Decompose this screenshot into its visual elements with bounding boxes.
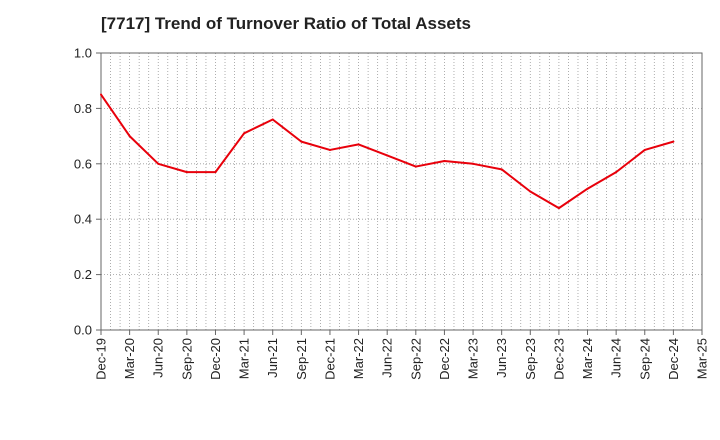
x-tick-label: Jun-24 xyxy=(609,338,624,378)
x-tick-label: Sep-23 xyxy=(523,338,538,380)
data-point xyxy=(157,162,160,165)
data-point xyxy=(386,154,389,157)
data-point xyxy=(243,132,246,135)
data-point xyxy=(529,190,532,193)
data-point xyxy=(500,168,503,171)
data-point xyxy=(214,171,217,174)
data-point xyxy=(357,143,360,146)
y-tick-label: 1.0 xyxy=(74,46,92,61)
data-point xyxy=(185,171,188,174)
data-point xyxy=(271,118,274,121)
x-tick-label: Dec-20 xyxy=(208,338,223,380)
x-tick-label: Mar-20 xyxy=(122,338,137,379)
x-tick-label: Sep-24 xyxy=(637,338,652,380)
x-tick-label: Mar-25 xyxy=(695,338,710,379)
data-point xyxy=(615,171,618,174)
series-layer xyxy=(100,93,675,210)
x-tick-label: Dec-23 xyxy=(551,338,566,380)
y-tick-label: 0.6 xyxy=(74,156,92,171)
y-tick-label: 0.8 xyxy=(74,101,92,116)
x-tick-label: Sep-20 xyxy=(179,338,194,380)
y-tick-label: 0.0 xyxy=(74,323,92,338)
x-tick-label: Dec-22 xyxy=(437,338,452,380)
x-tick-label: Mar-22 xyxy=(351,338,366,379)
data-point xyxy=(300,140,303,143)
data-point xyxy=(414,165,417,168)
y-tick-label: 0.4 xyxy=(74,212,92,227)
data-point xyxy=(328,148,331,151)
x-tick-label: Jun-21 xyxy=(265,338,280,378)
x-tick-label: Jun-20 xyxy=(151,338,166,378)
y-tick-labels: 0.0 0.2 0.4 0.6 0.8 1.0 xyxy=(74,46,92,338)
data-point xyxy=(443,160,446,163)
x-tick-label: Mar-23 xyxy=(466,338,481,379)
y-tick-label: 0.2 xyxy=(74,267,92,282)
x-tick-label: Dec-24 xyxy=(666,338,681,380)
data-point xyxy=(100,93,102,96)
x-tick-label: Sep-21 xyxy=(294,338,309,380)
plot-border xyxy=(100,52,703,331)
x-tick-label: Jun-23 xyxy=(494,338,509,378)
data-point xyxy=(128,135,131,138)
data-point xyxy=(557,207,560,210)
chart-title: [7717] Trend of Turnover Ratio of Total … xyxy=(101,14,471,33)
x-tick-label: Mar-21 xyxy=(237,338,252,379)
plot-frame xyxy=(96,52,703,335)
x-tick-label: Sep-22 xyxy=(408,338,423,380)
x-tick-labels: Dec-19 Mar-20 Jun-20 Sep-20 Dec-20 Mar-21 Jun-… xyxy=(94,338,710,380)
x-tick-label: Mar-24 xyxy=(580,338,595,379)
data-point xyxy=(672,140,675,143)
data-point xyxy=(472,162,475,165)
data-point xyxy=(643,148,646,151)
x-tick-label: Dec-21 xyxy=(322,338,337,380)
x-tick-label: Dec-19 xyxy=(94,338,109,380)
x-tick-label: Jun-22 xyxy=(380,338,395,378)
data-point xyxy=(586,187,589,190)
grid-lines xyxy=(101,53,702,330)
